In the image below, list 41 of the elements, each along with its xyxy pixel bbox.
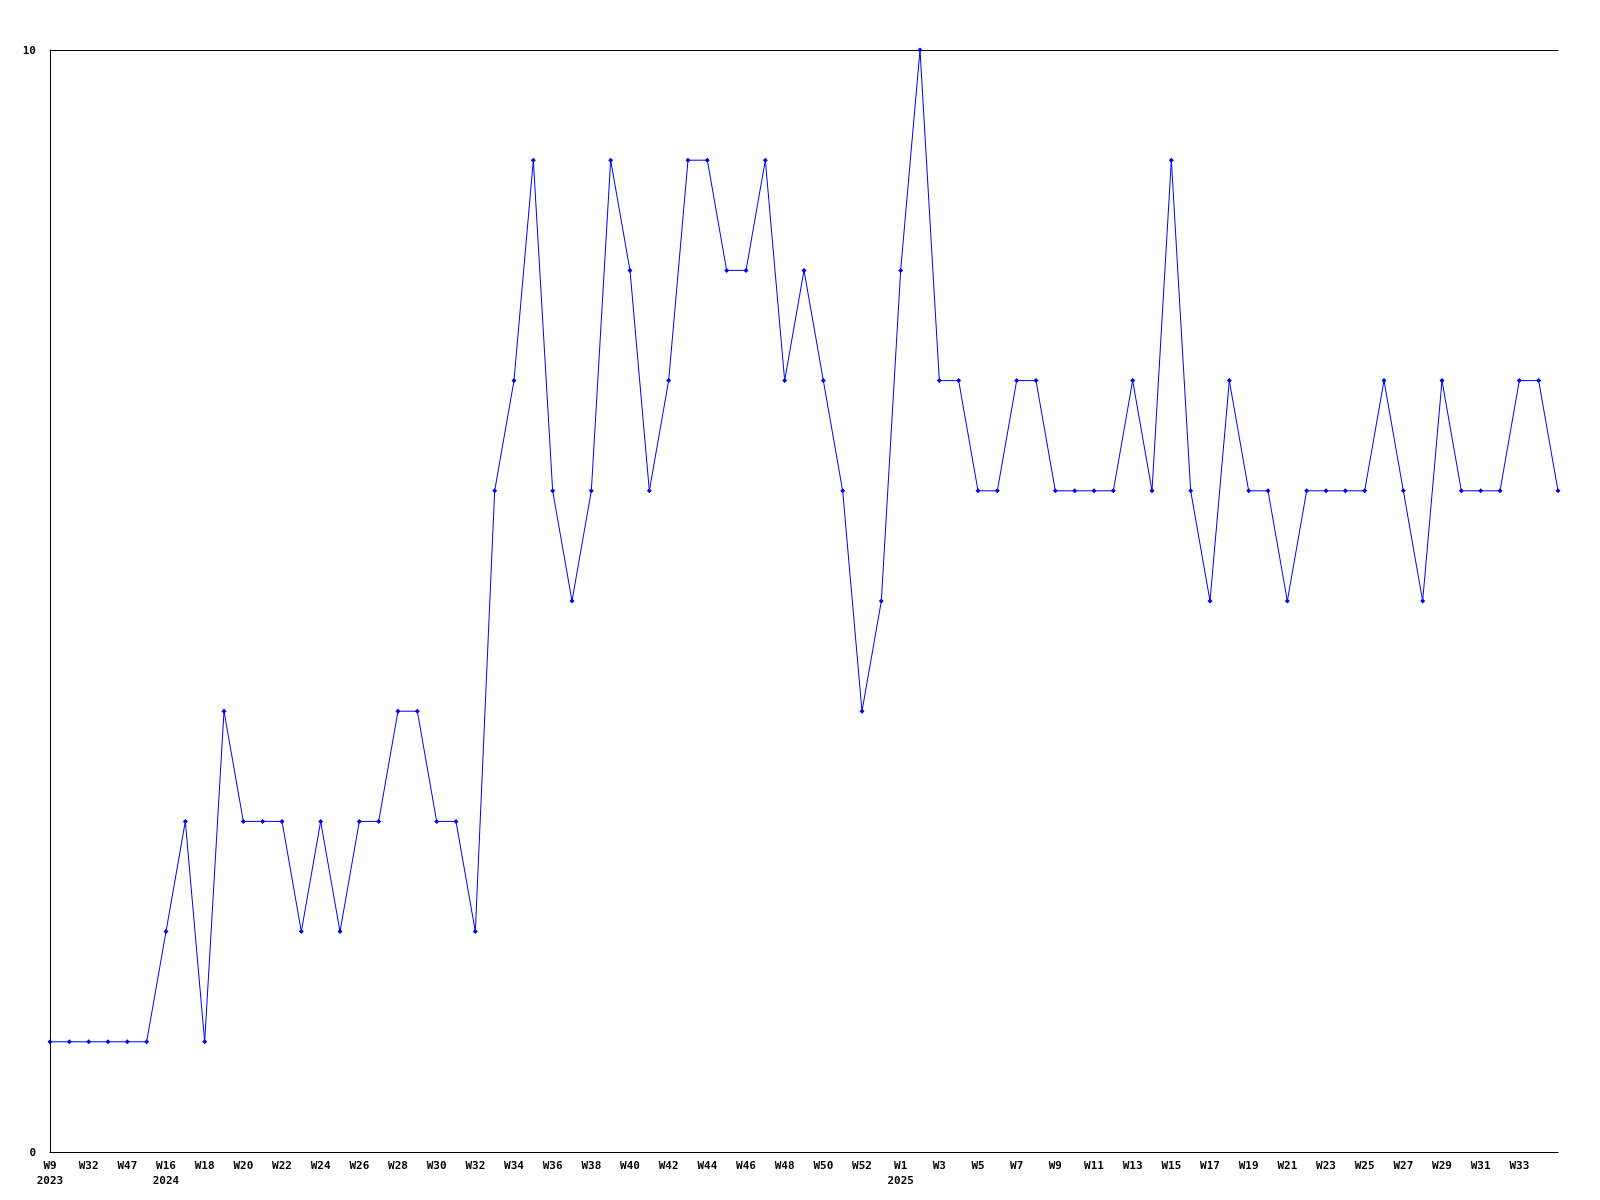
- x-tick-label: W16 2024: [152, 1159, 180, 1187]
- x-tick-label: W15: [1161, 1159, 1182, 1172]
- x-tick-label: W47: [117, 1159, 138, 1172]
- x-tick-label: W23: [1316, 1159, 1336, 1172]
- x-tick-label: W21: [1277, 1159, 1298, 1172]
- x-tick-label: W50: [813, 1159, 834, 1172]
- x-tick-label: W22: [272, 1159, 292, 1172]
- x-tick-label: W33: [1509, 1159, 1530, 1172]
- x-tick-label: W31: [1470, 1159, 1491, 1172]
- x-tick-label: W42: [658, 1159, 679, 1172]
- x-tick-label: W11: [1084, 1159, 1105, 1172]
- x-tick-label: W19: [1238, 1159, 1259, 1172]
- x-tick-label: W36: [542, 1159, 563, 1172]
- x-tick-label: W9: [1048, 1159, 1062, 1172]
- x-tick-label: W27: [1393, 1159, 1414, 1172]
- x-tick-label: W34: [504, 1159, 525, 1172]
- x-tick-label: W52: [852, 1159, 872, 1172]
- x-tick-label: W7: [1010, 1159, 1024, 1172]
- x-tick-label: W29: [1432, 1159, 1452, 1172]
- x-tick-label: W40: [620, 1159, 640, 1172]
- x-tick-label: W24: [310, 1159, 331, 1172]
- x-tick-label: W48: [774, 1159, 795, 1172]
- x-tick-label: W28: [388, 1159, 408, 1172]
- x-tick-label: W1 2025: [887, 1159, 914, 1187]
- x-tick-label: W46: [736, 1159, 757, 1172]
- x-tick-label: W30: [426, 1159, 447, 1172]
- y-tick-label: 10: [22, 43, 36, 57]
- x-tick-label: W17: [1200, 1159, 1220, 1172]
- x-tick-label: W9 2023: [36, 1159, 64, 1187]
- y-tick-label: 0: [29, 1145, 36, 1159]
- x-tick-label: W32: [78, 1159, 99, 1172]
- x-tick-label: W20: [233, 1159, 254, 1172]
- x-tick-label: W26: [349, 1159, 370, 1172]
- x-tick-label: W38: [581, 1159, 602, 1172]
- x-tick-label: W3: [932, 1159, 946, 1172]
- x-tick-label: W18: [194, 1159, 215, 1172]
- x-tick-label: W13: [1122, 1159, 1143, 1172]
- x-tick-label: W5: [971, 1159, 985, 1172]
- x-tick-label: W25: [1354, 1159, 1375, 1172]
- x-tick-label: W32: [465, 1159, 486, 1172]
- x-tick-label: W44: [697, 1159, 718, 1172]
